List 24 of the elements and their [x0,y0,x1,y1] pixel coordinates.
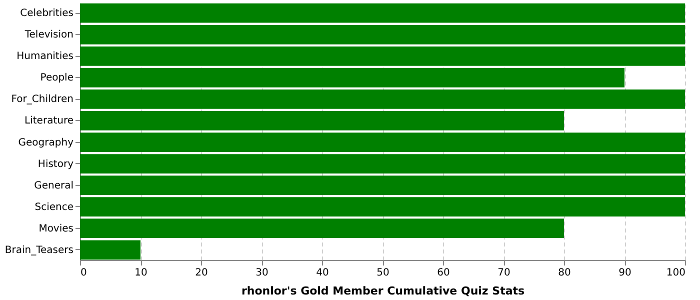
x-tick-label: 80 [558,268,571,278]
y-tick-label: People [40,72,74,84]
x-tick-label: 50 [376,268,390,278]
x-tick-label: 10 [134,268,148,278]
x-tick-label: 100 [666,268,686,278]
y-tick-label: Television [24,30,74,41]
y-tick-label: Movies [38,223,74,234]
x-tick-label: 20 [195,268,208,278]
x-tick-label: 60 [437,268,450,278]
y-tick-label: Geography [18,137,74,148]
y-tick-label: Science [34,202,74,213]
y-tick-label: History [38,158,74,170]
y-tick-label: Brain_Teasers [4,244,74,256]
x-tick-label: 0 [80,268,87,278]
x-tick-label: 90 [618,268,632,278]
x-tick-label: 70 [498,268,510,278]
y-tick-label: For_Children [11,94,74,106]
x-tick-label: 30 [256,268,268,278]
y-tick-label: Celebrities [20,8,74,20]
y-tick-label: General [34,180,74,192]
x-tick-label: 40 [316,268,329,278]
x-axis-title: rhonlor's Gold Member Cumulative Quiz Stats [241,284,526,298]
y-tick-label: Humanities [16,51,74,62]
y-tick-label: Literature [24,116,74,127]
